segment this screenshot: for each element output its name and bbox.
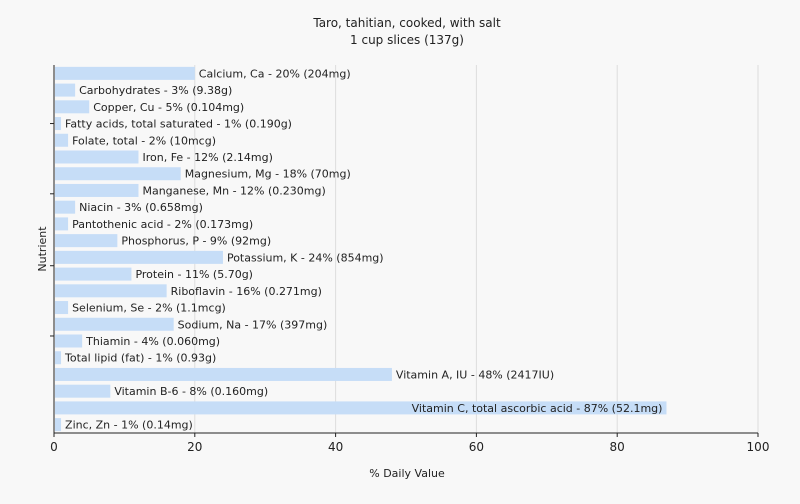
bar-label: Vitamin C, total ascorbic acid - 87% (52… (412, 402, 663, 415)
x-tick-label: 100 (747, 440, 770, 454)
chart-title: Taro, tahitian, cooked, with salt (312, 16, 501, 30)
y-axis-label: Nutrient (36, 226, 49, 272)
axes: 0 20 40 60 80 100 (50, 65, 769, 454)
bar (55, 100, 90, 114)
bar-label: Thiamin - 4% (0.060mg) (85, 335, 220, 348)
bar (55, 167, 181, 181)
bar (55, 133, 69, 147)
bar-label: Pantothenic acid - 2% (0.173mg) (72, 218, 253, 231)
bar (55, 234, 118, 248)
bar-label: Manganese, Mn - 12% (0.230mg) (142, 184, 325, 197)
bar-label: Folate, total - 2% (10mcg) (72, 134, 216, 147)
bar (55, 200, 76, 214)
bar (55, 217, 69, 231)
bar (55, 267, 132, 281)
bar (55, 284, 167, 298)
bars: Calcium, Ca - 20% (204mg) Carbohydrates -… (55, 66, 667, 432)
bar (55, 367, 392, 381)
bar (55, 418, 62, 432)
x-tick-label: 60 (469, 440, 484, 454)
bar (55, 83, 76, 97)
bar (55, 401, 667, 415)
x-axis-label: % Daily Value (369, 467, 445, 480)
bar-label: Copper, Cu - 5% (0.104mg) (93, 101, 244, 114)
bar (55, 317, 174, 331)
bar-label: Niacin - 3% (0.658mg) (79, 201, 203, 214)
bar-label: Zinc, Zn - 1% (0.14mg) (65, 419, 193, 432)
bar-label: Carbohydrates - 3% (9.38g) (79, 84, 232, 97)
bar (55, 334, 83, 348)
bar-label: Iron, Fe - 12% (2.14mg) (142, 151, 272, 164)
x-tick-label: 20 (187, 440, 202, 454)
bar-label: Selenium, Se - 2% (1.1mcg) (72, 302, 226, 315)
x-tick-label: 40 (328, 440, 343, 454)
bar-label: Vitamin B-6 - 8% (0.160mg) (114, 385, 268, 398)
x-tick-label: 0 (50, 440, 58, 454)
bar (55, 183, 139, 197)
bar-label: Vitamin A, IU - 48% (2417IU) (396, 368, 554, 381)
bar-label: Fatty acids, total saturated - 1% (0.190… (65, 118, 292, 131)
bar-label: Calcium, Ca - 20% (204mg) (199, 67, 351, 80)
bar-label: Potassium, K - 24% (854mg) (227, 251, 384, 264)
x-tick-label: 80 (610, 440, 625, 454)
chart-subtitle: 1 cup slices (137g) (350, 33, 464, 47)
bar (55, 384, 111, 398)
bar (55, 117, 62, 131)
bar (55, 351, 62, 365)
bar-label: Protein - 11% (5.70g) (135, 268, 253, 281)
bar-label: Sodium, Na - 17% (397mg) (178, 318, 328, 331)
bar-label: Magnesium, Mg - 18% (70mg) (185, 168, 351, 181)
bar (55, 301, 69, 315)
bar-label: Phosphorus, P - 9% (92mg) (121, 235, 271, 248)
bar (55, 66, 195, 80)
bar (55, 250, 223, 264)
bar-label: Total lipid (fat) - 1% (0.93g) (64, 352, 216, 365)
bar-label: Riboflavin - 16% (0.271mg) (171, 285, 322, 298)
bar (55, 150, 139, 164)
